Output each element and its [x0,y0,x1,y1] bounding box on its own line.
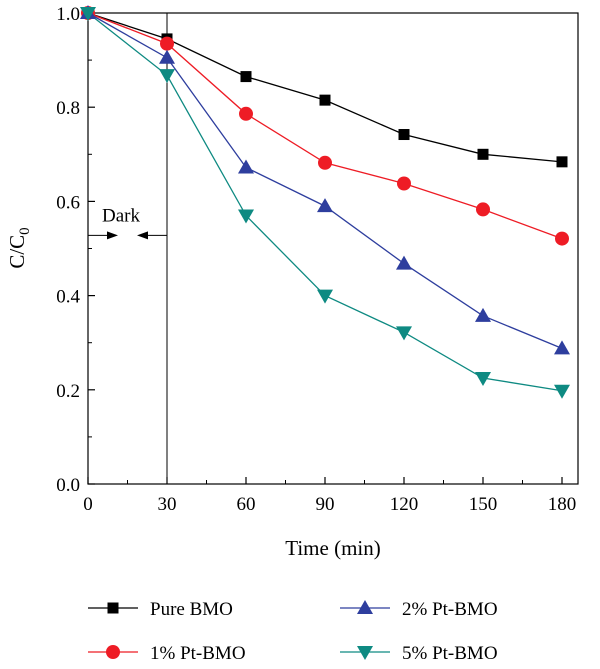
data-point-5-pt-bmo [80,7,96,21]
legend-marker [357,646,373,660]
x-tick-label: 150 [469,494,498,515]
plot-frame [87,12,579,485]
data-point-1-pt-bmo [239,106,253,121]
data-point-1-pt-bmo [160,36,174,51]
dark-annotation: Dark [88,13,168,484]
data-point-1-pt-bmo [318,155,332,170]
data-point-pure-bmo [556,156,568,168]
legend-item-pure-bmo: Pure BMO [88,599,233,620]
x-axis-title: Time (min) [285,536,380,560]
data-point-1-pt-bmo [397,176,411,191]
data-point-5-pt-bmo [159,69,175,84]
legend-label: 2% Pt-BMO [402,599,498,620]
x-tick-label: 180 [548,494,577,515]
legend-item-2-pt-bmo: 2% Pt-BMO [340,599,498,620]
data-point-5-pt-bmo [475,372,491,387]
legend-marker [107,602,119,614]
y-axis-title-main: C/C [5,235,29,269]
data-point-5-pt-bmo [238,209,254,224]
y-tick-label: 0.2 [56,381,80,402]
y-tick-label: 1.0 [56,4,80,25]
data-point-2-pt-bmo [317,198,333,213]
data-point-2-pt-bmo [554,340,570,355]
data-point-5-pt-bmo [317,289,333,304]
x-tick-label: 0 [83,494,93,515]
data-point-pure-bmo [240,71,252,83]
legend-label: Pure BMO [150,599,233,620]
dark-arrow-left-head [107,231,118,240]
data-point-2-pt-bmo [238,159,254,174]
x-tick-label: 60 [237,494,256,515]
y-tick-label: 0.8 [56,98,80,119]
axes: 0 30 60 90 120 150 180 0.0 0.2 0.4 0.6 0.8 1.0 [56,4,576,515]
y-axis-title-subscript: 0 [17,227,33,235]
x-tick-label: 30 [158,494,177,515]
data-point-2-pt-bmo [475,307,491,322]
legend-marker [357,600,373,614]
dark-arrow-right-head [137,231,148,240]
x-tick-label: 120 [390,494,419,515]
legend-item-5-pt-bmo: 5% Pt-BMO [340,643,498,664]
data-point-5-pt-bmo [396,326,412,341]
data-point-pure-bmo [477,148,489,160]
series-markers [80,5,570,399]
data-point-2-pt-bmo [396,255,412,270]
plot-area: 0 30 60 90 120 150 180 0.0 0.2 0.4 0.6 0.8 1.0 Dark [56,4,579,515]
series-line-pure-bmo [87,12,563,163]
data-point-1-pt-bmo [476,202,490,217]
data-point-2-pt-bmo [159,49,175,64]
y-tick-label: 0.6 [56,192,80,213]
x-tick-label: 90 [316,494,335,515]
data-point-pure-bmo [319,94,331,106]
data-point-1-pt-bmo [555,231,569,246]
legend-item-1-pt-bmo: 1% Pt-BMO [88,643,246,664]
legend-label: 1% Pt-BMO [150,643,246,664]
data-point-pure-bmo [398,129,410,141]
y-tick-label: 0.0 [56,475,80,496]
y-tick-label: 0.4 [56,287,80,308]
legend-marker [106,645,120,659]
legend-label: 5% Pt-BMO [402,643,498,664]
dark-label: Dark [102,205,140,226]
y-axis-title: C/C0 [5,227,33,268]
legend: Pure BMO 1% Pt-BMO 2% Pt-BMO 5% Pt-BMO [88,599,498,664]
data-point-5-pt-bmo [554,384,570,399]
